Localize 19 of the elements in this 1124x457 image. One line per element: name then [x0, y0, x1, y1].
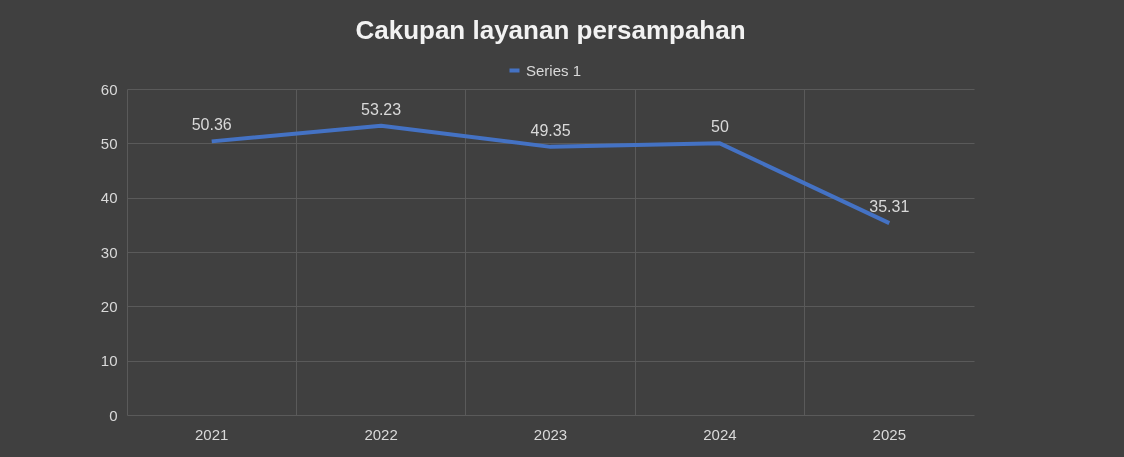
data-label: 49.35	[530, 121, 571, 139]
x-tick-label: 2024	[703, 425, 737, 443]
y-tick-label: 60	[100, 80, 118, 98]
y-tick-label: 0	[109, 406, 118, 424]
data-label: 50	[711, 118, 729, 136]
x-tick-label: 2022	[364, 425, 398, 443]
y-tick-label: 40	[100, 189, 118, 207]
x-tick-label: 2021	[195, 425, 229, 443]
y-tick-label: 20	[100, 297, 118, 315]
data-label: 53.23	[361, 100, 402, 118]
data-label: 35.31	[869, 198, 910, 216]
chart-title: Cakupan layanan persampahan	[355, 15, 746, 45]
legend-label: Series 1	[526, 61, 582, 79]
y-tick-label: 30	[100, 243, 118, 261]
x-tick-label: 2025	[872, 425, 906, 443]
y-tick-label: 10	[100, 352, 118, 370]
x-tick-label: 2023	[533, 425, 568, 443]
y-tick-label: 50	[100, 134, 118, 152]
data-label: 50.36	[191, 116, 232, 134]
